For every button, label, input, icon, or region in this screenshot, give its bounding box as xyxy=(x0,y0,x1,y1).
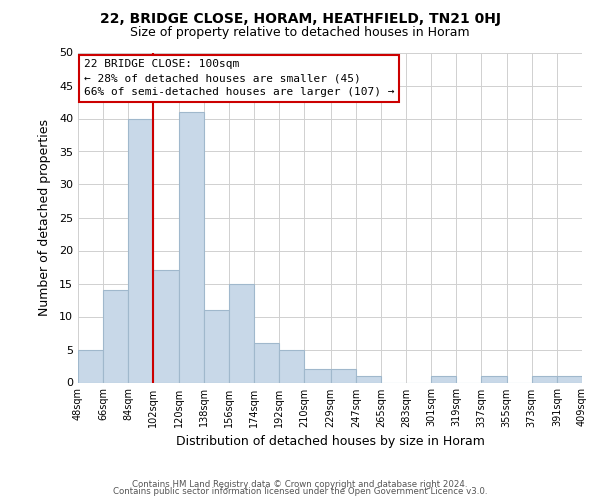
Bar xyxy=(532,376,557,382)
Bar xyxy=(331,370,356,382)
Bar xyxy=(128,118,154,382)
Bar xyxy=(179,112,203,382)
Bar xyxy=(279,350,304,382)
Text: 22 BRIDGE CLOSE: 100sqm
← 28% of detached houses are smaller (45)
66% of semi-de: 22 BRIDGE CLOSE: 100sqm ← 28% of detache… xyxy=(83,59,394,97)
Text: Contains public sector information licensed under the Open Government Licence v3: Contains public sector information licen… xyxy=(113,488,487,496)
Text: Contains HM Land Registry data © Crown copyright and database right 2024.: Contains HM Land Registry data © Crown c… xyxy=(132,480,468,489)
Y-axis label: Number of detached properties: Number of detached properties xyxy=(38,119,50,316)
Bar xyxy=(78,350,103,382)
Text: 22, BRIDGE CLOSE, HORAM, HEATHFIELD, TN21 0HJ: 22, BRIDGE CLOSE, HORAM, HEATHFIELD, TN2… xyxy=(100,12,500,26)
Bar xyxy=(304,370,331,382)
Bar xyxy=(356,376,381,382)
Bar xyxy=(154,270,179,382)
Bar xyxy=(254,343,279,382)
Bar xyxy=(229,284,254,382)
X-axis label: Distribution of detached houses by size in Horam: Distribution of detached houses by size … xyxy=(176,435,484,448)
Text: Size of property relative to detached houses in Horam: Size of property relative to detached ho… xyxy=(130,26,470,39)
Bar xyxy=(431,376,457,382)
Bar xyxy=(557,376,582,382)
Bar xyxy=(481,376,506,382)
Bar xyxy=(103,290,128,382)
Bar xyxy=(203,310,229,382)
